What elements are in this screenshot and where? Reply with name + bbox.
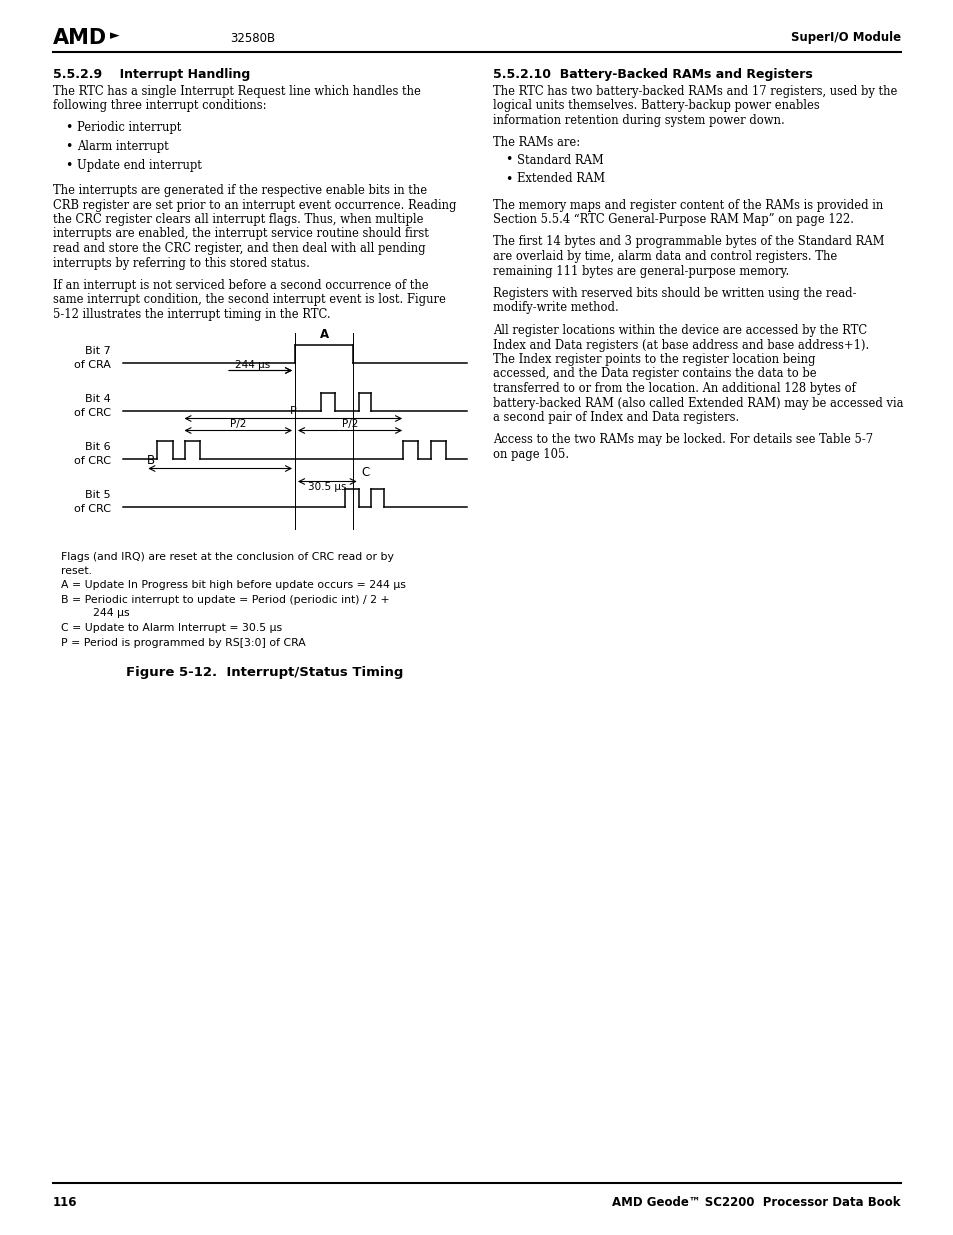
Text: interrupts by referring to this stored status.: interrupts by referring to this stored s… [53, 257, 310, 269]
Text: Periodic interrupt: Periodic interrupt [77, 121, 181, 135]
Text: 30.5 μs: 30.5 μs [308, 483, 346, 493]
Text: battery-backed RAM (also called Extended RAM) may be accessed via: battery-backed RAM (also called Extended… [493, 396, 902, 410]
Text: of CRC: of CRC [74, 456, 111, 466]
Text: of CRC: of CRC [74, 408, 111, 417]
Text: Update end interrupt: Update end interrupt [77, 159, 202, 172]
Text: P/2: P/2 [230, 419, 246, 429]
Text: 5.5.2.10  Battery-Backed RAMs and Registers: 5.5.2.10 Battery-Backed RAMs and Registe… [493, 68, 812, 82]
Text: SuperI/O Module: SuperI/O Module [790, 32, 900, 44]
Text: Bit 5: Bit 5 [85, 490, 111, 500]
Text: ►: ► [110, 30, 119, 42]
Text: same interrupt condition, the second interrupt event is lost. Figure: same interrupt condition, the second int… [53, 294, 445, 306]
Text: Bit 6: Bit 6 [85, 442, 111, 452]
Text: C: C [361, 467, 370, 479]
Text: 5.5.2.9    Interrupt Handling: 5.5.2.9 Interrupt Handling [53, 68, 250, 82]
Text: •: • [65, 121, 72, 135]
Text: Section 5.5.4 “RTC General-Purpose RAM Map” on page 122.: Section 5.5.4 “RTC General-Purpose RAM M… [493, 212, 853, 226]
Text: remaining 111 bytes are general-purpose memory.: remaining 111 bytes are general-purpose … [493, 264, 788, 278]
Text: a second pair of Index and Data registers.: a second pair of Index and Data register… [493, 411, 739, 424]
Text: •: • [65, 159, 72, 172]
Text: 244 μs: 244 μs [92, 609, 130, 619]
Text: •: • [65, 140, 72, 153]
Text: A: A [319, 327, 329, 341]
Text: Bit 4: Bit 4 [85, 394, 111, 405]
Text: The first 14 bytes and 3 programmable bytes of the Standard RAM: The first 14 bytes and 3 programmable by… [493, 236, 883, 248]
Text: CRB register are set prior to an interrupt event occurrence. Reading: CRB register are set prior to an interru… [53, 199, 456, 211]
Text: The RTC has two battery-backed RAMs and 17 registers, used by the: The RTC has two battery-backed RAMs and … [493, 85, 897, 98]
Text: 116: 116 [53, 1195, 77, 1209]
Text: Index and Data registers (at base address and base address+1).: Index and Data registers (at base addres… [493, 338, 868, 352]
Text: The Index register points to the register location being: The Index register points to the registe… [493, 353, 815, 366]
Text: transferred to or from the location. An additional 128 bytes of: transferred to or from the location. An … [493, 382, 855, 395]
Text: modify-write method.: modify-write method. [493, 301, 618, 315]
Text: Alarm interrupt: Alarm interrupt [77, 140, 169, 153]
Text: Access to the two RAMs may be locked. For details see Table 5-7: Access to the two RAMs may be locked. Fo… [493, 433, 872, 447]
Text: 5-12 illustrates the interrupt timing in the RTC.: 5-12 illustrates the interrupt timing in… [53, 308, 331, 321]
Text: 244 μs: 244 μs [234, 359, 270, 369]
Text: The interrupts are generated if the respective enable bits in the: The interrupts are generated if the resp… [53, 184, 427, 198]
Text: reset.: reset. [61, 566, 91, 576]
Text: Flags (and IRQ) are reset at the conclusion of CRC read or by: Flags (and IRQ) are reset at the conclus… [61, 552, 394, 562]
Text: The RTC has a single Interrupt Request line which handles the: The RTC has a single Interrupt Request l… [53, 85, 420, 98]
Text: C = Update to Alarm Interrupt = 30.5 μs: C = Update to Alarm Interrupt = 30.5 μs [61, 622, 282, 634]
Text: are overlaid by time, alarm data and control registers. The: are overlaid by time, alarm data and con… [493, 249, 837, 263]
Text: accessed, and the Data register contains the data to be: accessed, and the Data register contains… [493, 368, 816, 380]
Text: AMD Geode™ SC2200  Processor Data Book: AMD Geode™ SC2200 Processor Data Book [612, 1195, 900, 1209]
Text: of CRA: of CRA [74, 359, 111, 369]
Text: Bit 7: Bit 7 [85, 347, 111, 357]
Text: 32580B: 32580B [230, 32, 274, 44]
Text: A = Update In Progress bit high before update occurs = 244 μs: A = Update In Progress bit high before u… [61, 580, 405, 590]
Text: Extended RAM: Extended RAM [517, 173, 604, 185]
Text: the CRC register clears all interrupt flags. Thus, when multiple: the CRC register clears all interrupt fl… [53, 212, 423, 226]
Text: logical units themselves. Battery-backup power enables: logical units themselves. Battery-backup… [493, 100, 819, 112]
Text: on page 105.: on page 105. [493, 448, 569, 461]
Text: interrupts are enabled, the interrupt service routine should first: interrupts are enabled, the interrupt se… [53, 227, 429, 241]
Text: P: P [290, 406, 296, 416]
Text: •: • [504, 173, 512, 185]
Text: Registers with reserved bits should be written using the read-: Registers with reserved bits should be w… [493, 287, 856, 300]
Text: •: • [504, 153, 512, 167]
Text: Standard RAM: Standard RAM [517, 153, 603, 167]
Text: read and store the CRC register, and then deal with all pending: read and store the CRC register, and the… [53, 242, 425, 254]
Text: All register locations within the device are accessed by the RTC: All register locations within the device… [493, 324, 866, 337]
Text: P/2: P/2 [341, 419, 358, 429]
Text: The RAMs are:: The RAMs are: [493, 136, 579, 148]
Text: If an interrupt is not serviced before a second occurrence of the: If an interrupt is not serviced before a… [53, 279, 428, 291]
Text: B: B [147, 453, 155, 467]
Text: information retention during system power down.: information retention during system powe… [493, 114, 784, 127]
Text: B = Periodic interrupt to update = Period (periodic int) / 2 +: B = Periodic interrupt to update = Perio… [61, 595, 389, 605]
Text: Figure 5-12.  Interrupt/Status Timing: Figure 5-12. Interrupt/Status Timing [126, 666, 403, 679]
Text: The memory maps and register content of the RAMs is provided in: The memory maps and register content of … [493, 199, 882, 211]
Text: AMD: AMD [53, 28, 107, 48]
Text: of CRC: of CRC [74, 504, 111, 514]
Text: P = Period is programmed by RS[3:0] of CRA: P = Period is programmed by RS[3:0] of C… [61, 637, 305, 647]
Text: following three interrupt conditions:: following three interrupt conditions: [53, 100, 266, 112]
